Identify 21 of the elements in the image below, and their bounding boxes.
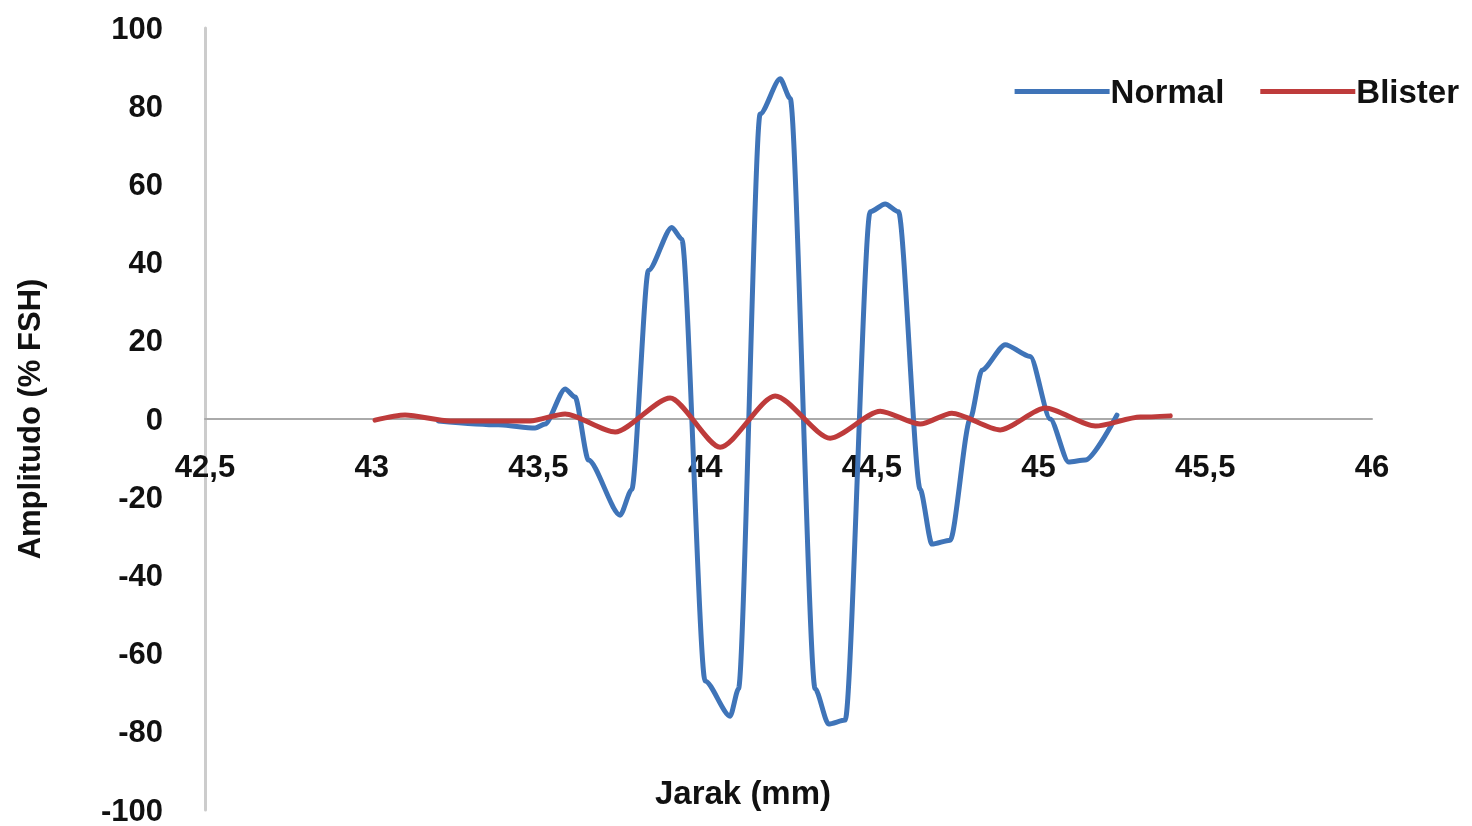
x-tick-label: 45 <box>1021 449 1056 484</box>
legend-label: Normal <box>1110 73 1225 110</box>
y-tick-label: 60 <box>128 166 163 202</box>
y-tick-label: 100 <box>111 10 163 46</box>
x-tick-label: 42,5 <box>174 449 236 484</box>
legend-label: Blister <box>1356 73 1460 110</box>
y-tick-label: 0 <box>145 401 163 437</box>
x-tick-label: 43 <box>354 449 389 484</box>
y-tick-label: 80 <box>128 88 163 124</box>
y-tick-label: -80 <box>118 714 163 750</box>
y-axis-title: Amplitudo (% FSH) <box>12 278 47 560</box>
y-tick-label: -60 <box>118 636 163 672</box>
x-axis-title: Jarak (mm) <box>654 774 832 811</box>
x-tick-label: 46 <box>1354 449 1390 484</box>
y-tick-label: 20 <box>128 323 163 359</box>
y-tick-label: -40 <box>118 557 163 593</box>
y-tick-label: 40 <box>128 245 163 281</box>
x-tick-label: 43,5 <box>508 449 569 484</box>
y-tick-label: -100 <box>100 792 163 826</box>
x-tick-label: 45,5 <box>1175 449 1236 484</box>
y-tick-label: -20 <box>118 479 163 515</box>
